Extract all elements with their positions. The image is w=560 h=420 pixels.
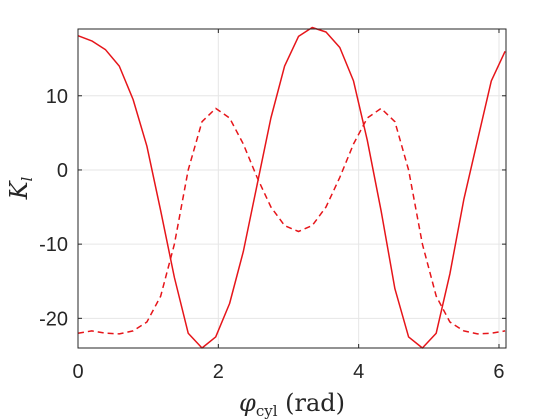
x-tick-label: 2 [213, 361, 224, 383]
plot-area [78, 29, 506, 348]
series-line-2-dashed [77, 107, 506, 335]
x-axis-unit: (rad) [278, 389, 346, 417]
x-tick-labels: 0 2 4 6 [72, 361, 504, 383]
x-tick-label: 0 [72, 361, 83, 383]
x-tick-label: 4 [353, 361, 364, 383]
x-axis-symbol: φ [239, 389, 256, 417]
y-axis-subscript: l [18, 176, 36, 181]
y-tick-label: 10 [46, 86, 68, 108]
x-tick-label: 6 [493, 361, 504, 383]
x-axis-subscript: cyl [256, 402, 278, 420]
y-tick-label: 0 [57, 160, 68, 182]
y-tick-label: -20 [39, 308, 68, 330]
y-axis-label: Kl [5, 176, 36, 200]
y-axis-symbol: K [5, 179, 33, 200]
grid-lines [77, 29, 506, 348]
series-line-1-solid [77, 26, 506, 349]
y-tick-label: -10 [39, 234, 68, 256]
plot-frame [77, 28, 507, 349]
data-series [77, 26, 506, 349]
y-tick-labels: -20 -10 0 10 [39, 86, 68, 331]
axis-ticks [77, 29, 506, 348]
x-axis-label: φcyl (rad) [239, 389, 345, 420]
